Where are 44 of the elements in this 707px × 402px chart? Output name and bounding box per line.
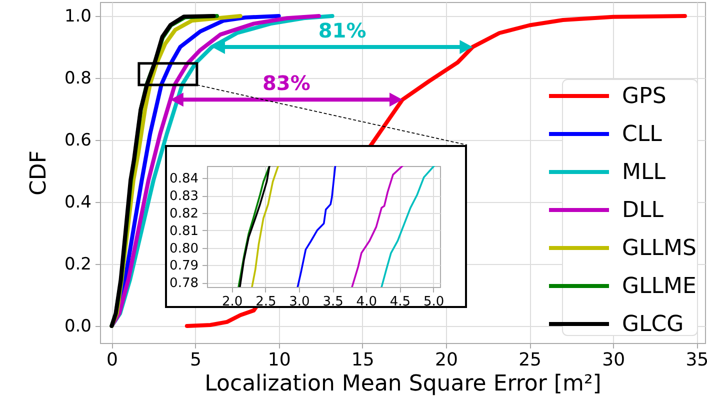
x-tick-label: 3.0 (289, 294, 310, 310)
legend-label: GPS (622, 84, 666, 109)
x-tick-label: 25 (518, 350, 542, 370)
x-tick-label: 30 (602, 350, 626, 370)
x-tick-label: 4.0 (356, 294, 377, 310)
legend-label: MLL (622, 160, 666, 185)
y-tick-label: 0.6 (64, 130, 92, 150)
x-tick-label: 35 (686, 350, 707, 370)
x-tick-label: 3.5 (322, 294, 344, 310)
y-tick-label: 0.82 (170, 206, 198, 222)
x-tick-label: 5.0 (423, 294, 444, 310)
x-tick-label: 5 (190, 350, 202, 370)
legend-label: CLL (622, 122, 663, 147)
y-tick-label: 0.0 (64, 316, 92, 336)
x-axis-title: Localization Mean Square Error [m²] (204, 372, 602, 396)
legend-label: GLCG (622, 312, 684, 337)
y-tick-label: 0.4 (64, 192, 92, 212)
x-tick-label: 0 (106, 350, 118, 370)
annotation: 83% (262, 71, 310, 96)
legend-label: GLLMS (622, 236, 697, 261)
y-tick-label: 0.83 (170, 189, 198, 204)
y-tick-label: 1.0 (64, 6, 92, 26)
y-axis-title: CDF (26, 150, 52, 196)
line-series (251, 166, 280, 287)
y-tick-label: 0.84 (170, 172, 198, 187)
x-tick-label: 4.5 (390, 294, 411, 310)
y-tick-label: 0.81 (170, 224, 198, 239)
y-tick-label: 0.80 (170, 241, 198, 256)
x-tick-label: 20 (435, 350, 458, 370)
x-tick-label: 15 (351, 350, 374, 370)
line-series (380, 166, 435, 287)
legend-label: DLL (622, 198, 664, 223)
y-tick-label: 0.79 (170, 258, 198, 274)
line-series (351, 166, 404, 287)
line-series (110, 14, 216, 328)
legend-label: GLLME (622, 274, 696, 299)
y-tick-label: 0.2 (64, 254, 92, 274)
line-series (296, 166, 336, 287)
x-tick-label: 2.5 (256, 294, 276, 310)
x-tick-label: 2.0 (222, 294, 243, 310)
y-tick-label: 0.8 (64, 68, 92, 88)
annotation: 81% (318, 18, 366, 42)
y-tick-label: 0.78 (170, 276, 198, 292)
x-tick-label: 10 (268, 350, 291, 370)
